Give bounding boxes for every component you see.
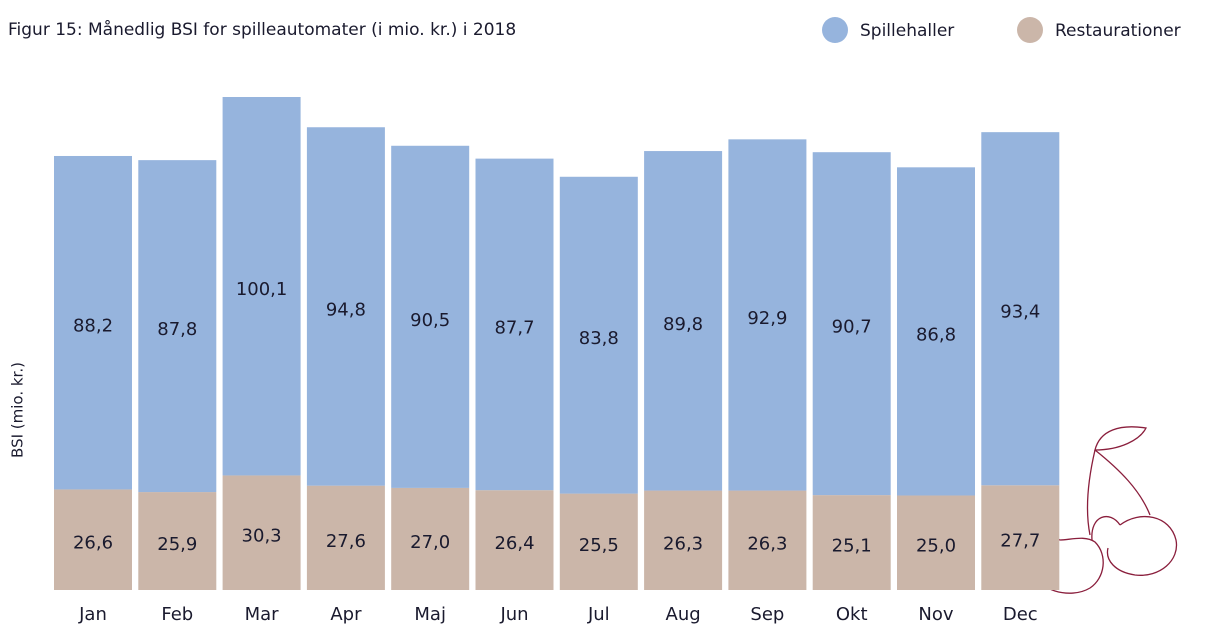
value-label: 26,4 bbox=[494, 533, 534, 554]
bar-segment bbox=[981, 132, 1060, 486]
bar-segment bbox=[475, 490, 554, 590]
value-label: 86,8 bbox=[916, 324, 956, 345]
bar-segment bbox=[812, 495, 891, 590]
bar-segment bbox=[54, 489, 132, 590]
bar-segment bbox=[812, 152, 891, 496]
value-label: 87,8 bbox=[157, 319, 197, 340]
bar-segment bbox=[222, 97, 301, 476]
bar-segment bbox=[222, 475, 301, 590]
value-label: 25,5 bbox=[579, 535, 619, 556]
bar-segment bbox=[559, 493, 638, 590]
value-label: 25,0 bbox=[916, 536, 956, 557]
bar-segment bbox=[728, 139, 807, 491]
value-label: 26,3 bbox=[663, 533, 703, 554]
value-label: 27,7 bbox=[1000, 531, 1040, 552]
x-tick-label: Nov bbox=[918, 604, 953, 625]
x-tick-label: Dec bbox=[1003, 604, 1038, 625]
x-tick-label: Jul bbox=[587, 604, 610, 625]
legend-swatch bbox=[1017, 17, 1043, 43]
x-tick-label: Sep bbox=[750, 604, 784, 625]
bar-segment bbox=[981, 485, 1060, 590]
bar-segment bbox=[391, 145, 470, 488]
bar-segment bbox=[897, 495, 975, 590]
value-label: 94,8 bbox=[326, 299, 366, 320]
x-tick-label: Aug bbox=[666, 604, 701, 625]
legend-label: Restaurationer bbox=[1055, 21, 1181, 41]
x-tick-label: Maj bbox=[414, 604, 446, 625]
bar-segment bbox=[559, 176, 638, 494]
value-label: 30,3 bbox=[242, 526, 282, 547]
bar-segment bbox=[138, 492, 217, 590]
bar-segment bbox=[897, 167, 975, 496]
bar-segment bbox=[644, 490, 723, 590]
legend-swatch bbox=[822, 17, 848, 43]
value-label: 25,9 bbox=[157, 534, 197, 555]
value-label: 89,8 bbox=[663, 314, 703, 335]
value-label: 92,9 bbox=[747, 308, 787, 329]
value-label: 26,6 bbox=[73, 533, 113, 554]
value-label: 90,7 bbox=[832, 317, 872, 338]
bar-segment bbox=[644, 151, 723, 491]
bar-segment bbox=[728, 490, 807, 590]
value-label: 27,6 bbox=[326, 531, 366, 552]
value-label: 88,2 bbox=[73, 316, 113, 337]
y-axis-label: BSI (mio. kr.) bbox=[9, 362, 27, 458]
x-tick-label: Apr bbox=[330, 604, 362, 625]
bar-segment bbox=[391, 487, 470, 590]
value-label: 27,0 bbox=[410, 532, 450, 553]
bar-segment bbox=[306, 485, 385, 590]
x-tick-label: Okt bbox=[836, 604, 868, 625]
value-label: 87,7 bbox=[494, 317, 534, 338]
value-label: 83,8 bbox=[579, 328, 619, 349]
bar-segment bbox=[306, 127, 385, 486]
bar-segment bbox=[54, 155, 132, 490]
value-label: 26,3 bbox=[747, 533, 787, 554]
chart-title: Figur 15: Månedlig BSI for spilleautomat… bbox=[8, 19, 516, 40]
x-tick-label: Jun bbox=[499, 604, 528, 625]
x-tick-label: Mar bbox=[245, 604, 280, 625]
value-label: 25,1 bbox=[832, 536, 872, 557]
value-label: 93,4 bbox=[1000, 302, 1040, 323]
legend-label: Spillehaller bbox=[860, 21, 954, 41]
bar-segment bbox=[475, 158, 554, 491]
value-label: 100,1 bbox=[236, 279, 288, 300]
x-tick-label: Jan bbox=[78, 604, 107, 625]
bar-segment bbox=[138, 160, 217, 493]
value-label: 90,5 bbox=[410, 310, 450, 331]
x-tick-label: Feb bbox=[161, 604, 193, 625]
